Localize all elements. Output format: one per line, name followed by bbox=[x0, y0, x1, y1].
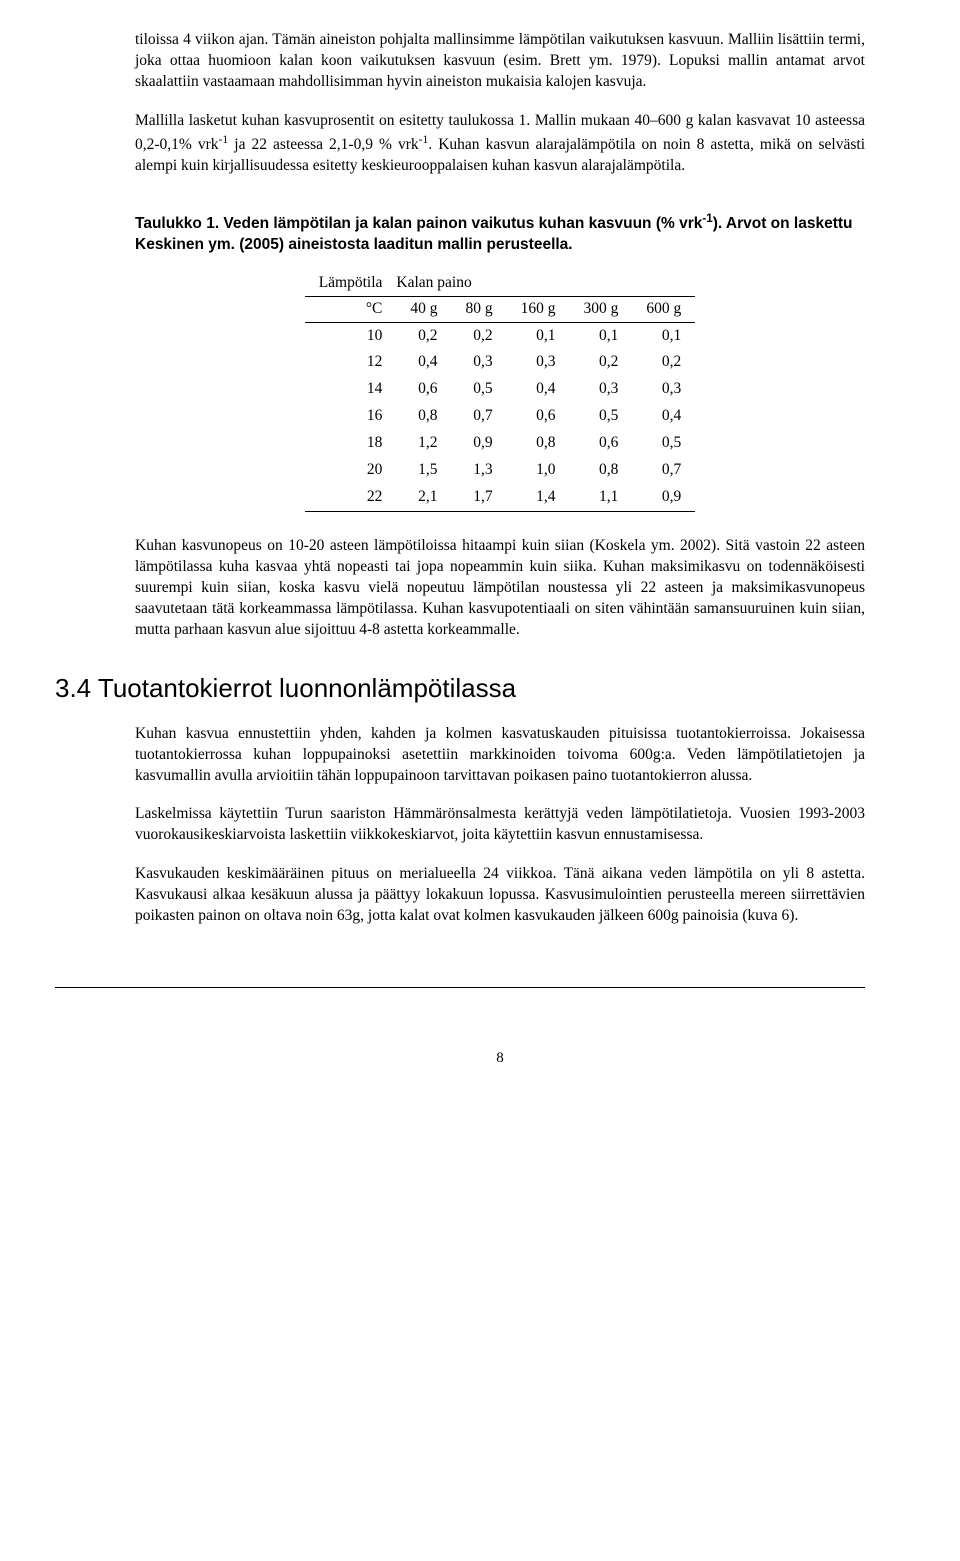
table-cell: 0,1 bbox=[632, 322, 695, 349]
table-cell: 0,2 bbox=[452, 322, 507, 349]
col-kalan-paino: Kalan paino bbox=[396, 270, 695, 296]
table-cell: 2,1 bbox=[396, 484, 451, 511]
table-cell: 0,2 bbox=[570, 349, 633, 376]
section-heading-3-4: 3.4 Tuotantokierrot luonnonlämpötilassa bbox=[55, 671, 865, 706]
table-cell: 0,7 bbox=[452, 403, 507, 430]
table-cell: 0,4 bbox=[396, 349, 451, 376]
table-cell: 1,7 bbox=[452, 484, 507, 511]
table-caption: Taulukko 1. Veden lämpötilan ja kalan pa… bbox=[135, 211, 865, 256]
table-cell: 10 bbox=[305, 322, 397, 349]
table-header-row-1: Lämpötila Kalan paino bbox=[305, 270, 696, 296]
table-row: 100,20,20,10,10,1 bbox=[305, 322, 696, 349]
table-row: 201,51,31,00,80,7 bbox=[305, 457, 696, 484]
table-row: 181,20,90,80,60,5 bbox=[305, 430, 696, 457]
table-cell: 0,3 bbox=[507, 349, 570, 376]
table-cell: 16 bbox=[305, 403, 397, 430]
col-160g: 160 g bbox=[507, 296, 570, 322]
paragraph-intro: tiloissa 4 viikon ajan. Tämän aineiston … bbox=[135, 30, 865, 93]
paragraph-model: Mallilla lasketut kuhan kasvuprosentit o… bbox=[135, 111, 865, 177]
table-cell: 1,1 bbox=[570, 484, 633, 511]
col-degc: °C bbox=[305, 296, 397, 322]
paragraph-p6: Kasvukauden keskimääräinen pituus on mer… bbox=[135, 864, 865, 927]
table-cell: 0,8 bbox=[570, 457, 633, 484]
table-row: 120,40,30,30,20,2 bbox=[305, 349, 696, 376]
table-cell: 0,8 bbox=[507, 430, 570, 457]
table-cell: 0,7 bbox=[632, 457, 695, 484]
paragraph-p4: Kuhan kasvua ennustettiin yhden, kahden … bbox=[135, 724, 865, 787]
table-cell: 0,6 bbox=[396, 376, 451, 403]
superscript-neg1-b: -1 bbox=[419, 133, 429, 146]
table-cell: 0,5 bbox=[632, 430, 695, 457]
page-number: 8 bbox=[135, 1048, 865, 1068]
table-cell: 0,3 bbox=[570, 376, 633, 403]
table-row: 160,80,70,60,50,4 bbox=[305, 403, 696, 430]
paragraph-comparison: Kuhan kasvunopeus on 10-20 asteen lämpöt… bbox=[135, 536, 865, 641]
table-cell: 0,1 bbox=[507, 322, 570, 349]
table-cell: 0,4 bbox=[507, 376, 570, 403]
col-300g: 300 g bbox=[570, 296, 633, 322]
col-lampotila: Lämpötila bbox=[305, 270, 397, 296]
footer-rule bbox=[55, 987, 865, 988]
table-cell: 0,5 bbox=[570, 403, 633, 430]
table-cell: 1,4 bbox=[507, 484, 570, 511]
table-cell: 12 bbox=[305, 349, 397, 376]
table-cell: 20 bbox=[305, 457, 397, 484]
table-row: 140,60,50,40,30,3 bbox=[305, 376, 696, 403]
table-cell: 14 bbox=[305, 376, 397, 403]
table-cell: 0,3 bbox=[632, 376, 695, 403]
table-cell: 0,6 bbox=[507, 403, 570, 430]
col-40g: 40 g bbox=[396, 296, 451, 322]
table-cell: 1,2 bbox=[396, 430, 451, 457]
table-cell: 0,9 bbox=[452, 430, 507, 457]
table-row: 222,11,71,41,10,9 bbox=[305, 484, 696, 511]
p2-part-b: ja 22 asteessa 2,1-0,9 % vrk bbox=[228, 136, 418, 153]
table-cell: 0,5 bbox=[452, 376, 507, 403]
table-cell: 1,0 bbox=[507, 457, 570, 484]
superscript-neg1-c: -1 bbox=[702, 212, 712, 225]
table-cell: 0,4 bbox=[632, 403, 695, 430]
table-cell: 0,8 bbox=[396, 403, 451, 430]
col-600g: 600 g bbox=[632, 296, 695, 322]
table-cell: 0,6 bbox=[570, 430, 633, 457]
growth-table: Lämpötila Kalan paino °C 40 g 80 g 160 g… bbox=[305, 270, 696, 512]
table-cell: 0,9 bbox=[632, 484, 695, 511]
table-cell: 0,3 bbox=[452, 349, 507, 376]
table-cell: 0,2 bbox=[632, 349, 695, 376]
table-cell: 1,5 bbox=[396, 457, 451, 484]
table-cell: 1,3 bbox=[452, 457, 507, 484]
col-80g: 80 g bbox=[452, 296, 507, 322]
table-body: 100,20,20,10,10,1120,40,30,30,20,2140,60… bbox=[305, 322, 696, 511]
table-cell: 0,2 bbox=[396, 322, 451, 349]
table-cell: 0,1 bbox=[570, 322, 633, 349]
caption-part-a: Taulukko 1. Veden lämpötilan ja kalan pa… bbox=[135, 215, 702, 232]
table-cell: 22 bbox=[305, 484, 397, 511]
table-header-row-2: °C 40 g 80 g 160 g 300 g 600 g bbox=[305, 296, 696, 322]
superscript-neg1-a: -1 bbox=[219, 133, 229, 146]
paragraph-p5: Laskelmissa käytettiin Turun saariston H… bbox=[135, 804, 865, 846]
table-cell: 18 bbox=[305, 430, 397, 457]
